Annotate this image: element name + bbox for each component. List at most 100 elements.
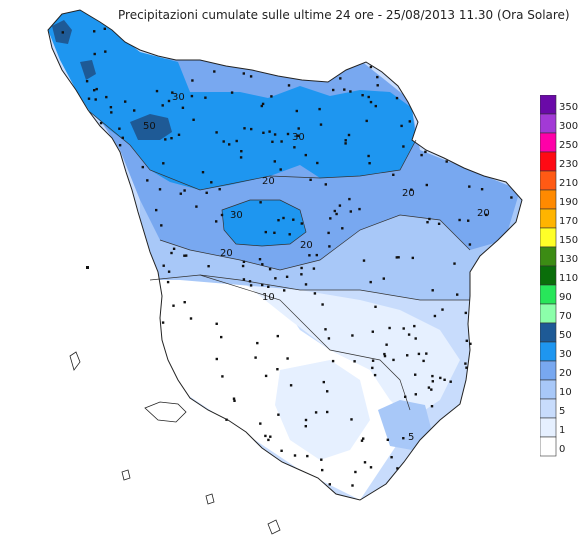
station-point (314, 411, 318, 414)
station-point (320, 458, 323, 461)
station-point (300, 266, 303, 270)
station-point (376, 75, 379, 79)
station-point (469, 342, 472, 345)
station-point (225, 418, 228, 421)
station-point (465, 366, 468, 369)
station-point (344, 142, 347, 145)
station-point (321, 468, 324, 472)
station-point (242, 278, 246, 281)
station-point (385, 343, 388, 346)
legend-label: 20 (559, 368, 572, 379)
station-point (388, 326, 391, 330)
station-point (185, 254, 188, 257)
island-pianosa (121, 469, 131, 481)
station-point (392, 173, 395, 176)
legend-label: 5 (559, 406, 565, 417)
isoline-20 (159, 214, 471, 271)
station-point (121, 136, 124, 139)
station-point (170, 251, 173, 255)
station-point (467, 219, 470, 222)
station-point (373, 373, 377, 377)
station-point (241, 264, 245, 268)
station-point (338, 204, 342, 207)
station-point (268, 130, 271, 133)
station-point (300, 273, 303, 276)
station-point (361, 94, 364, 97)
station-point (407, 333, 411, 336)
station-point (286, 132, 290, 136)
station-point (93, 30, 96, 33)
station-point (353, 360, 356, 363)
station-point (349, 90, 352, 93)
station-point (367, 154, 370, 158)
station-point (485, 213, 488, 217)
isoline-label-group: 50 30 30 30 20 20 20 20 20 10 5 (143, 92, 490, 443)
station-point (439, 376, 442, 380)
station-point (430, 388, 433, 391)
legend-label: 190 (559, 197, 578, 208)
station-point (292, 218, 295, 221)
station-point (279, 168, 282, 171)
station-point (215, 220, 218, 223)
station-point (360, 439, 364, 442)
station-point (427, 386, 431, 389)
station-point (179, 192, 182, 195)
station-point (160, 224, 163, 227)
station-point (172, 247, 176, 250)
station-point (328, 483, 331, 486)
station-point (215, 322, 218, 325)
precipitation-legend: 3503002502302101901701501301109070503020… (540, 95, 578, 457)
station-point (369, 100, 373, 104)
station-point (329, 217, 332, 220)
station-point (304, 418, 308, 422)
station-point (413, 324, 416, 328)
legend-label: 110 (559, 273, 578, 284)
station-point (201, 171, 205, 174)
station-point (402, 145, 405, 148)
station-point (395, 256, 398, 259)
station-point (441, 308, 444, 311)
station-point (402, 437, 405, 440)
station-point (510, 196, 513, 199)
station-point (414, 393, 417, 396)
station-point (94, 98, 97, 101)
station-point (392, 358, 395, 362)
station-point (395, 96, 399, 100)
station-point (339, 77, 342, 80)
station-point (141, 165, 144, 169)
station-point (425, 183, 428, 187)
station-point (249, 75, 253, 78)
legend-swatch (540, 227, 557, 248)
isoline-label: 20 (220, 248, 233, 259)
station-point (374, 305, 377, 308)
zone-50-area-coast (130, 114, 172, 140)
station-point (259, 422, 262, 425)
station-points (61, 27, 513, 487)
station-point (183, 254, 186, 257)
station-point (220, 213, 224, 217)
station-point (230, 91, 234, 94)
station-point (260, 104, 263, 108)
station-point (280, 140, 283, 143)
station-point (192, 118, 195, 121)
station-point (277, 413, 280, 416)
station-point (368, 162, 371, 165)
station-point (262, 131, 265, 134)
station-point (390, 456, 393, 459)
station-point (243, 127, 246, 130)
legend-swatch (540, 322, 557, 343)
station-point (300, 222, 303, 225)
station-point (256, 341, 259, 345)
precipitation-zones (48, 10, 522, 500)
station-point (167, 99, 171, 103)
station-point (304, 425, 307, 428)
legend-label: 10 (559, 387, 572, 398)
legend-label: 0 (559, 444, 565, 455)
station-point (324, 328, 327, 331)
legend-swatch (540, 208, 557, 229)
station-point (326, 410, 329, 414)
zone-50-area-small (80, 60, 96, 80)
legend-label: 30 (559, 349, 572, 360)
legend-swatch (540, 113, 557, 134)
